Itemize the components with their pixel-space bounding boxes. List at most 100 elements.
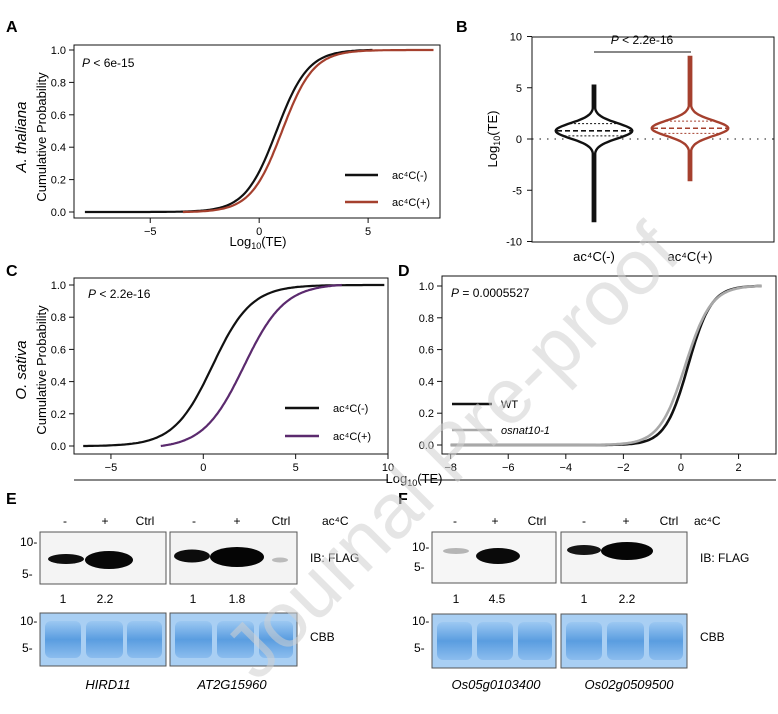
band-e-6 [272,557,288,563]
marker-e-top-5: 5- [22,567,33,581]
series-line-d-osnat10-1 [450,284,762,447]
panel-a: A A. thaliana Cumulative Probability 0.0… [6,19,441,251]
ac4c-label-f: ac⁴C [694,514,721,528]
y-tick-label-d: 0.2 [419,408,434,420]
cbb-band-e-4 [175,621,212,658]
y-tick-label-b: -5 [512,185,522,197]
gene-label-e-1: HIRD11 [85,677,130,692]
x-axis-label-a: Log10(TE) [230,234,287,251]
lane-label-f-1: - [453,514,457,528]
gene-label-f-2: Os02g0509500 [585,677,675,692]
band-e-2 [85,551,133,569]
gene-label-e-2: AT2G15960 [196,677,267,692]
quant-e-5: 1.8 [229,592,246,606]
x-tick-label-c: 0 [200,462,206,474]
x-ticks-d: −8 −6 −4 −2 0 2 [444,454,742,474]
band-e-1 [48,554,84,564]
y-tick-label-d: 0.8 [419,313,434,325]
y-tick-label-a: 0.2 [51,175,66,187]
cbb-band-e-5 [217,621,254,658]
series-line-c-ac4c- [83,283,385,448]
legend-label-c-plus: ac⁴C(+) [333,431,371,443]
y-axis-label-a: Cumulative Probability [34,72,49,202]
band-f-5 [601,542,653,560]
p-value-a: P < 6e-15 [82,56,135,70]
quant-e-4: 1 [190,592,197,606]
marker-e-bottom-10: 10- [20,614,37,628]
y-tick-label-b: 0 [516,134,522,146]
cbb-band-e-3 [127,621,162,658]
plot-frame-d [441,275,777,455]
legend-label-d-wt: WT [501,399,518,411]
y-tick-label-a: 0.4 [51,142,66,154]
p-value-c: P < 2.2e-16 [88,287,151,301]
legend-label-a-plus: ac⁴C(+) [392,197,430,209]
quant-f-1: 1 [453,592,460,606]
y-tick-label-a: 0.8 [51,77,66,89]
panel-c: C O. sativa Cumulative Probability 0.00.… [6,263,394,481]
y-tick-label-b: 10 [510,32,522,44]
lane-label-e-5: + [233,514,240,528]
cbb-band-f-3 [518,622,552,660]
series-line-c-ac4c- [160,283,342,448]
quant-e-2: 2.2 [97,592,114,606]
marker-f-bottom-10: 10- [412,614,429,628]
panel-e: E - + Ctrl - + Ctrl ac⁴C 10- 5- IB: FLAG… [6,491,359,692]
y-tick-label-c: 0.6 [51,344,66,356]
y-ticks-d: 0.0 0.2 0.4 0.6 0.8 1.0 [419,281,442,452]
cbb-band-e-6 [259,621,293,658]
curves-c [83,283,385,448]
x-tick-label-c: 5 [293,462,299,474]
lane-label-f-4: - [582,514,586,528]
marker-f-bottom-5: 5- [414,641,425,655]
lane-label-f-5: + [622,514,629,528]
x-tick-label-d: 2 [736,462,742,474]
y-tick-label-c: 1.0 [51,280,66,292]
lane-label-e-2: + [101,514,108,528]
quant-f-4: 1 [581,592,588,606]
p-value-d: P = 0.0005527 [451,286,530,300]
series-line-a-ac4c- [182,48,434,214]
y-tick-label-b: 5 [516,83,522,95]
violin-b-plus [650,55,730,182]
plot-frame-c [73,277,389,455]
lane-label-f-2: + [491,514,498,528]
x-tick-label-d: −8 [444,462,457,474]
panel-letter-d: D [398,263,410,280]
x-tick-label-d: 0 [678,462,684,474]
cbb-band-f-2 [477,622,513,660]
violins-b [554,55,730,223]
lane-label-e-3: Ctrl [136,514,155,528]
x-tick-label-a: 0 [256,226,262,238]
lane-label-e-4: - [192,514,196,528]
lane-label-f-3: Ctrl [528,514,547,528]
lane-label-e-6: Ctrl [272,514,291,528]
x-tick-label-d: −2 [617,462,630,474]
panel-letter-e: E [6,491,17,508]
y-axis-label-b: Log10(TE) [485,111,502,168]
species-label-c: O. sativa [13,340,30,399]
legend-label-c-minus: ac⁴C(-) [333,403,368,415]
category-label-b-plus: ac⁴C(+) [668,249,713,264]
p-value-b: P < 2.2e-16 [611,33,674,47]
panel-d: D 0.0 0.2 0.4 0.6 0.8 1.0 −8 −6 −4 −2 0 2 P = 0.00… [386,263,777,488]
panel-b: B -10 -5 0 5 10 Log10(TE) P < 2.2e-16 ac⁴C(-… [456,19,775,264]
marker-f-top-5: 5- [414,560,425,574]
quant-f-5: 2.2 [619,592,636,606]
y-tick-label-c: 0.2 [51,409,66,421]
cbb-band-e-2 [86,621,123,658]
y-tick-label-d: 0.0 [419,440,434,452]
legend-label-d-mutant: osnat10-1 [501,425,550,437]
x-ticks-a: −5 0 5 [144,218,371,238]
band-f-4 [567,545,601,555]
y-ticks-c: 0.0 0.2 0.4 0.6 0.8 1.0 [51,280,74,453]
curves-d [450,284,762,447]
category-label-b-minus: ac⁴C(-) [573,249,615,264]
x-tick-label-c: −5 [105,462,118,474]
band-e-5 [210,547,264,567]
y-axis-label-c: Cumulative Probability [34,305,49,435]
y-tick-label-d: 0.6 [419,345,434,357]
lane-label-e-1: - [63,514,67,528]
ac4c-label-e: ac⁴C [322,514,349,528]
x-tick-label-d: −6 [502,462,515,474]
